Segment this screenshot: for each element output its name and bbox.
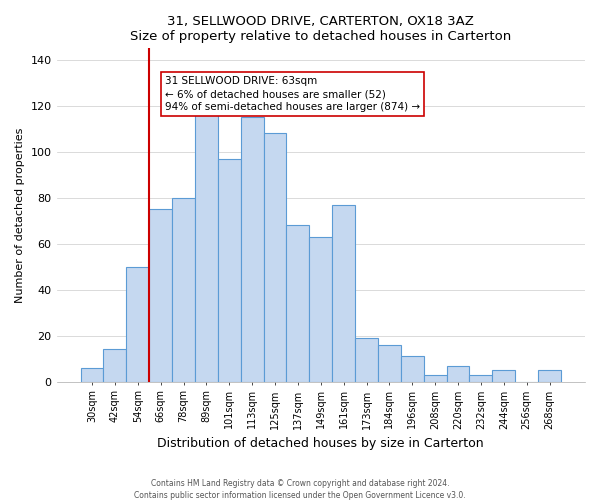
Bar (424, 375, 446, 382)
Bar (172, 198, 195, 382)
Title: 31, SELLWOOD DRIVE, CARTERTON, OX18 3AZ
Size of property relative to detached ho: 31, SELLWOOD DRIVE, CARTERTON, OX18 3AZ … (130, 15, 511, 43)
Bar (241, 118, 263, 382)
Bar (493, 370, 515, 382)
Bar (263, 134, 286, 382)
Text: 31 SELLWOOD DRIVE: 63sqm
← 6% of detached houses are smaller (52)
94% of semi-de: 31 SELLWOOD DRIVE: 63sqm ← 6% of detache… (165, 76, 421, 112)
Text: Contains HM Land Registry data © Crown copyright and database right 2024.
Contai: Contains HM Land Registry data © Crown c… (134, 478, 466, 500)
Bar (218, 158, 241, 382)
Bar (127, 266, 149, 382)
Bar (103, 350, 127, 382)
Bar (286, 226, 310, 382)
Bar (355, 338, 378, 382)
Bar (310, 237, 332, 382)
Bar (149, 209, 172, 382)
Bar (538, 370, 561, 382)
Y-axis label: Number of detached properties: Number of detached properties (15, 128, 25, 302)
X-axis label: Distribution of detached houses by size in Carterton: Distribution of detached houses by size … (157, 437, 484, 450)
Bar (332, 204, 355, 382)
Bar (80, 368, 103, 382)
Bar (446, 366, 469, 382)
Bar (469, 375, 493, 382)
Bar (378, 345, 401, 382)
Bar (195, 110, 218, 382)
Bar (401, 356, 424, 382)
